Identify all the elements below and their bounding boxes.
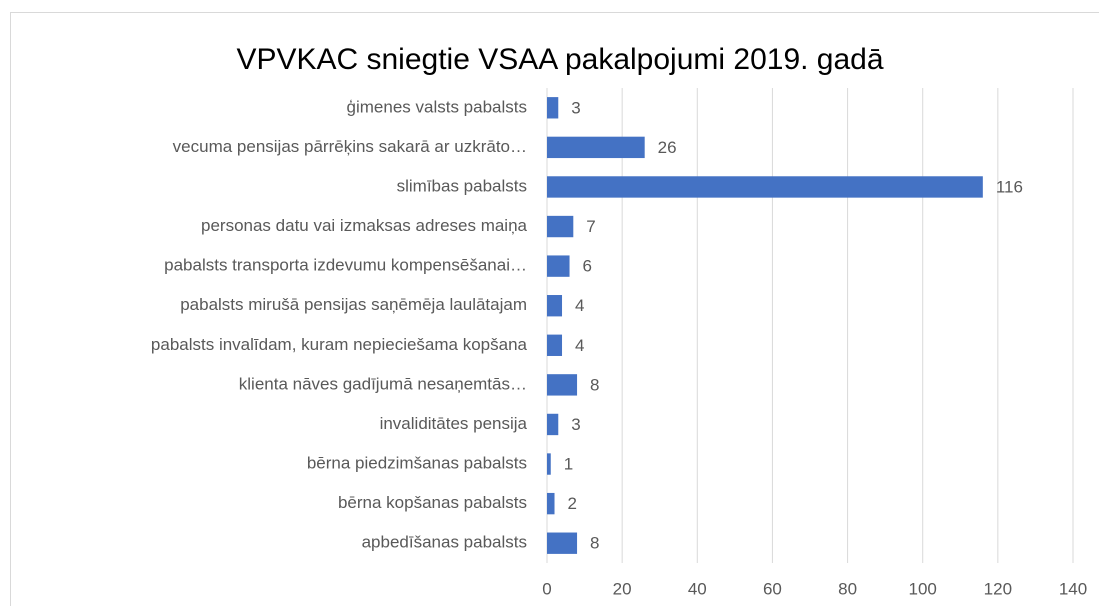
bar — [547, 453, 551, 475]
y-tick-label: apbedīšanas pabalsts — [362, 533, 527, 552]
x-tick-label: 100 — [909, 579, 937, 598]
bar — [547, 492, 555, 515]
x-tick-label: 60 — [763, 579, 782, 598]
data-label: 6 — [583, 257, 592, 276]
y-tick-label: pabalsts invalīdam, kuram nepieciešama k… — [151, 335, 528, 354]
x-tick-label: 140 — [1059, 579, 1087, 598]
y-tick-label: invaliditātes pensija — [380, 414, 528, 433]
x-tick-label: 0 — [542, 579, 551, 598]
data-label: 1 — [564, 455, 573, 474]
y-tick-label: slimības pabalsts — [397, 176, 527, 195]
bar — [547, 413, 559, 436]
data-label: 3 — [571, 98, 580, 117]
data-label: 26 — [658, 138, 677, 157]
data-label: 3 — [571, 415, 580, 434]
bar — [547, 374, 578, 396]
bar — [547, 295, 563, 317]
y-tick-label: pabalsts mirušā pensijas saņēmēja laulāt… — [180, 295, 527, 314]
y-tick-label: vecuma pensijas pārrēķins sakarā ar uzkr… — [173, 137, 527, 156]
y-tick-label: ģimenes valsts pabalsts — [347, 97, 527, 116]
data-label: 4 — [575, 336, 584, 355]
bar — [547, 255, 570, 277]
data-label: 8 — [590, 375, 599, 394]
bar — [547, 215, 574, 238]
x-tick-label: 120 — [984, 579, 1012, 598]
data-label: 116 — [996, 177, 1023, 196]
bar — [547, 532, 578, 554]
data-label: 2 — [568, 494, 577, 513]
data-label: 7 — [586, 217, 595, 236]
bar — [547, 176, 983, 198]
y-tick-label: bērna kopšanas pabalsts — [338, 493, 527, 512]
bar — [547, 136, 645, 159]
bar — [547, 97, 559, 119]
y-tick-label: bērna piedzimšanas pabalsts — [307, 454, 527, 473]
data-label: 4 — [575, 296, 584, 315]
chart-title: VPVKAC sniegtie VSAA pakalpojumi 2019. g… — [236, 43, 883, 76]
bar — [547, 334, 563, 356]
x-tick-label: 80 — [838, 579, 857, 598]
y-tick-label: pabalsts transporta izdevumu kompensēšan… — [164, 256, 527, 275]
y-tick-label: personas datu vai izmaksas adreses maiņa — [201, 216, 528, 235]
x-tick-label: 40 — [688, 579, 707, 598]
x-tick-label: 20 — [613, 579, 632, 598]
y-tick-label: klienta nāves gadījumā nesaņemtās… — [239, 374, 527, 393]
data-label: 8 — [590, 534, 599, 553]
